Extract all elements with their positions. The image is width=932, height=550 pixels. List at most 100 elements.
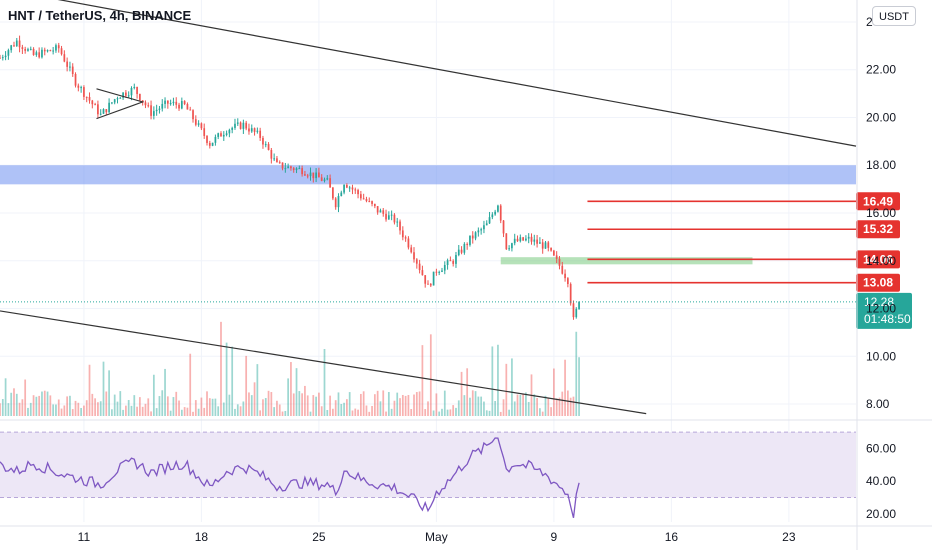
candle-body[interactable] <box>278 162 281 164</box>
candle-body[interactable] <box>544 242 547 249</box>
candle-body[interactable] <box>49 50 52 52</box>
candle-body[interactable] <box>460 249 463 253</box>
candle-body[interactable] <box>511 243 513 249</box>
candle-body[interactable] <box>421 270 424 276</box>
candle-body[interactable] <box>312 172 315 179</box>
candle-body[interactable] <box>141 100 144 103</box>
candle-body[interactable] <box>166 100 169 104</box>
candle-body[interactable] <box>564 273 566 279</box>
candle-body[interactable] <box>74 74 77 86</box>
candle-body[interactable] <box>477 230 480 233</box>
candle-body[interactable] <box>38 52 41 58</box>
candle-body[interactable] <box>298 168 301 170</box>
candle-body[interactable] <box>343 184 345 193</box>
candle-body[interactable] <box>463 243 466 253</box>
candle-body[interactable] <box>569 284 572 304</box>
candle-body[interactable] <box>401 230 404 238</box>
candle-body[interactable] <box>359 194 362 199</box>
candle-body[interactable] <box>309 172 312 177</box>
candle-body[interactable] <box>385 213 387 220</box>
candle-body[interactable] <box>169 103 172 105</box>
candle-body[interactable] <box>236 122 239 124</box>
candle-body[interactable] <box>217 133 220 137</box>
candle-body[interactable] <box>494 211 497 215</box>
candle-body[interactable] <box>214 136 217 143</box>
candle-body[interactable] <box>94 104 96 106</box>
candle-body[interactable] <box>429 283 432 286</box>
candle-body[interactable] <box>127 95 130 97</box>
candle-body[interactable] <box>404 237 407 239</box>
rsi-line[interactable] <box>0 437 580 518</box>
candle-body[interactable] <box>253 128 256 132</box>
candle-body[interactable] <box>340 192 343 197</box>
candle-body[interactable] <box>46 50 49 52</box>
triangle-pattern[interactable] <box>96 88 145 120</box>
candle-body[interactable] <box>155 109 158 112</box>
candle-body[interactable] <box>270 149 273 159</box>
candle-body[interactable] <box>418 263 421 271</box>
candle-body[interactable] <box>567 278 569 285</box>
candle-body[interactable] <box>455 255 457 264</box>
candle-body[interactable] <box>441 270 443 272</box>
candle-body[interactable] <box>373 203 376 207</box>
candle-body[interactable] <box>390 214 393 216</box>
candle-body[interactable] <box>485 223 488 226</box>
candle-body[interactable] <box>474 232 477 239</box>
candle-body[interactable] <box>189 109 192 111</box>
candle-body[interactable] <box>539 242 541 244</box>
candle-body[interactable] <box>332 187 334 199</box>
candle-body[interactable] <box>228 129 231 134</box>
candle-body[interactable] <box>18 40 21 48</box>
candle-body[interactable] <box>276 158 278 163</box>
candle-body[interactable] <box>83 87 85 97</box>
candle-body[interactable] <box>41 49 43 58</box>
candle-body[interactable] <box>393 214 396 223</box>
candle-body[interactable] <box>497 205 499 212</box>
candle-body[interactable] <box>29 48 32 50</box>
candle-body[interactable] <box>530 236 533 242</box>
candle-body[interactable] <box>449 260 452 262</box>
candle-body[interactable] <box>387 215 390 220</box>
candle-body[interactable] <box>516 238 519 242</box>
candle-body[interactable] <box>561 265 564 274</box>
candle-body[interactable] <box>211 142 214 146</box>
candle-body[interactable] <box>513 238 516 244</box>
candle-body[interactable] <box>80 87 82 89</box>
candle-body[interactable] <box>200 123 203 129</box>
candle-body[interactable] <box>152 111 155 116</box>
candle-body[interactable] <box>558 258 561 266</box>
candle-body[interactable] <box>119 97 122 99</box>
candle-body[interactable] <box>35 52 38 55</box>
candle-body[interactable] <box>432 271 435 286</box>
candle-body[interactable] <box>259 130 262 138</box>
candle-body[interactable] <box>71 66 74 75</box>
candle-body[interactable] <box>234 123 236 128</box>
candle-body[interactable] <box>66 61 69 67</box>
candle-body[interactable] <box>348 187 351 189</box>
candle-body[interactable] <box>519 237 522 242</box>
candle-body[interactable] <box>105 109 108 113</box>
candle-body[interactable] <box>256 130 259 132</box>
candle-body[interactable] <box>250 128 253 132</box>
candle-body[interactable] <box>225 133 228 135</box>
candle-body[interactable] <box>130 88 133 96</box>
candle-body[interactable] <box>365 199 368 202</box>
candle-body[interactable] <box>315 172 317 179</box>
candle-body[interactable] <box>63 54 66 62</box>
candle-body[interactable] <box>147 105 150 107</box>
candle-body[interactable] <box>508 248 510 250</box>
candle-body[interactable] <box>505 233 508 250</box>
candle-body[interactable] <box>480 229 483 231</box>
candle-body[interactable] <box>536 239 538 244</box>
candle-body[interactable] <box>178 104 180 109</box>
candle-body[interactable] <box>410 247 413 253</box>
candle-body[interactable] <box>304 174 306 176</box>
candle-body[interactable] <box>415 259 418 264</box>
candle-body[interactable] <box>194 119 197 125</box>
candle-body[interactable] <box>10 45 13 51</box>
candle-body[interactable] <box>292 168 295 171</box>
candle-body[interactable] <box>88 96 91 101</box>
candle-body[interactable] <box>407 238 410 248</box>
candle-body[interactable] <box>290 166 292 169</box>
candle-body[interactable] <box>281 162 284 169</box>
